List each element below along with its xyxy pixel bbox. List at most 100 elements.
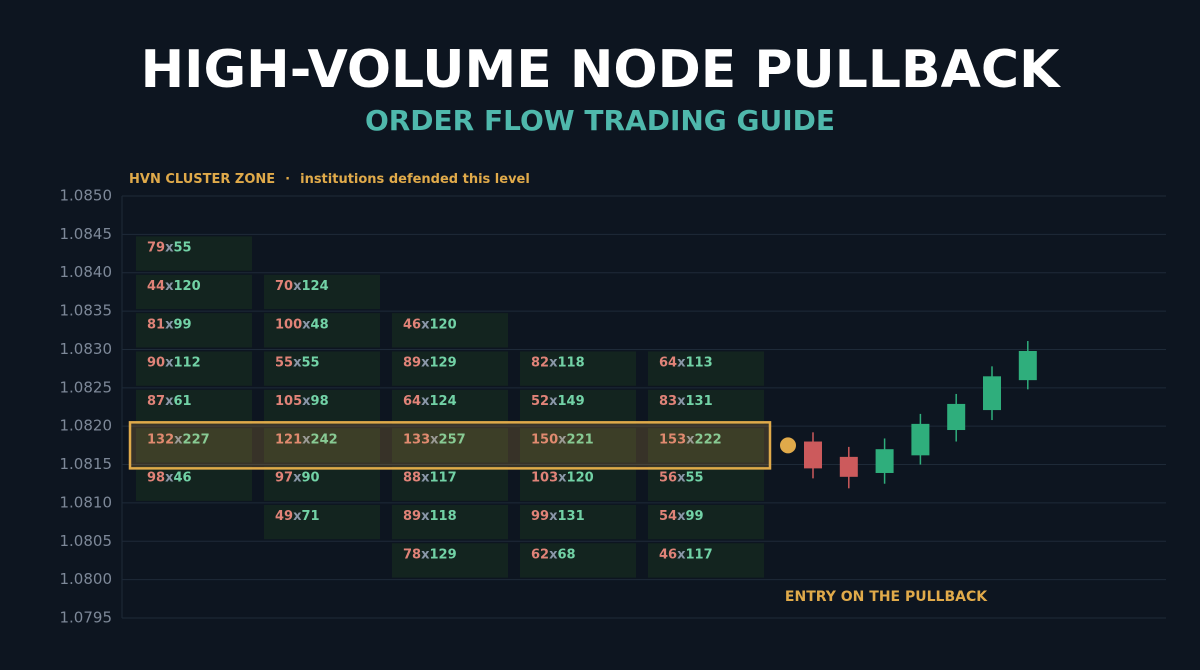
footprint-cell bbox=[392, 466, 508, 501]
zone-label: HVN CLUSTER ZONE bbox=[129, 172, 275, 187]
ask-volume: 118 bbox=[429, 509, 456, 524]
cell-separator: x bbox=[549, 509, 558, 524]
bid-volume: 83 bbox=[659, 394, 677, 409]
ask-volume: 113 bbox=[685, 355, 712, 370]
cell-text: 103x120 bbox=[531, 470, 594, 485]
cell-separator: x bbox=[302, 432, 311, 447]
cell-separator: x bbox=[293, 355, 302, 370]
cell-text: 133x257 bbox=[403, 432, 466, 447]
cell-text: 105x98 bbox=[275, 394, 329, 409]
hvn-zone bbox=[128, 421, 772, 470]
footprint-cell bbox=[648, 428, 764, 463]
y-tick-label: 1.0840 bbox=[60, 263, 113, 281]
bid-volume: 64 bbox=[659, 355, 677, 370]
footprint-cell bbox=[648, 389, 764, 425]
ask-volume: 129 bbox=[429, 355, 456, 370]
ask-volume: 55 bbox=[301, 355, 319, 370]
footprint-cell bbox=[264, 351, 380, 386]
bid-volume: 55 bbox=[275, 355, 293, 370]
cell-separator: x bbox=[430, 432, 439, 447]
candle-body bbox=[839, 456, 858, 477]
bid-volume: 98 bbox=[147, 470, 165, 485]
footprint-cell bbox=[264, 389, 380, 425]
cell-text: 64x124 bbox=[403, 394, 457, 409]
ask-volume: 124 bbox=[429, 394, 456, 409]
cell-separator: x bbox=[165, 355, 174, 370]
y-tick-label: 1.0815 bbox=[60, 455, 113, 473]
bid-volume: 89 bbox=[403, 355, 421, 370]
ask-volume: 117 bbox=[685, 547, 712, 562]
ask-volume: 242 bbox=[311, 432, 338, 447]
y-tick-label: 1.0805 bbox=[60, 532, 113, 550]
bid-volume: 103 bbox=[531, 470, 558, 485]
cell-text: 82x118 bbox=[531, 355, 585, 370]
ask-volume: 120 bbox=[567, 470, 594, 485]
bid-volume: 99 bbox=[531, 509, 549, 524]
cell-separator: x bbox=[558, 470, 567, 485]
ask-volume: 131 bbox=[685, 394, 712, 409]
cell-text: 46x120 bbox=[403, 317, 457, 332]
bid-volume: 54 bbox=[659, 509, 677, 524]
cell-text: 90x112 bbox=[147, 355, 201, 370]
cell-text: 89x129 bbox=[403, 355, 457, 370]
cell-text: 97x90 bbox=[275, 470, 320, 485]
bid-volume: 100 bbox=[275, 317, 302, 332]
cell-separator: x bbox=[165, 394, 174, 409]
candle-body bbox=[911, 423, 930, 456]
footprint-cell bbox=[648, 504, 764, 540]
bid-volume: 78 bbox=[403, 547, 421, 562]
cell-text: 89x118 bbox=[403, 509, 457, 524]
cell-text: 46x117 bbox=[659, 547, 713, 562]
y-tick-label: 1.0845 bbox=[60, 225, 113, 243]
bid-volume: 132 bbox=[147, 432, 174, 447]
ask-volume: 99 bbox=[173, 317, 191, 332]
cell-separator: x bbox=[677, 470, 686, 485]
chart-subtitle: ORDER FLOW TRADING GUIDE bbox=[365, 104, 835, 137]
bid-volume: 49 bbox=[275, 509, 293, 524]
cell-separator: x bbox=[558, 432, 567, 447]
footprint-cell bbox=[136, 428, 252, 463]
cell-text: 121x242 bbox=[275, 432, 338, 447]
bid-volume: 90 bbox=[147, 355, 165, 370]
candle-body bbox=[1018, 350, 1037, 381]
cell-text: 99x131 bbox=[531, 509, 585, 524]
ask-volume: 129 bbox=[429, 547, 456, 562]
cell-separator: x bbox=[421, 509, 430, 524]
footprint-cell bbox=[520, 466, 636, 501]
ask-volume: 71 bbox=[301, 509, 319, 524]
bid-volume: 44 bbox=[147, 278, 165, 293]
ask-volume: 221 bbox=[567, 432, 594, 447]
cell-separator: x bbox=[549, 394, 558, 409]
cell-separator: x bbox=[677, 547, 686, 562]
zone-note: institutions defended this level bbox=[300, 172, 530, 187]
footprint-cell bbox=[136, 274, 252, 310]
cell-text: 88x117 bbox=[403, 470, 457, 485]
cell-text: 44x120 bbox=[147, 278, 201, 293]
footprint-cell bbox=[392, 351, 508, 386]
bid-volume: 81 bbox=[147, 317, 165, 332]
cell-text: 54x99 bbox=[659, 509, 704, 524]
footprint-cell bbox=[648, 351, 764, 386]
bid-volume: 46 bbox=[403, 317, 421, 332]
ask-volume: 222 bbox=[695, 432, 722, 447]
cell-text: 153x222 bbox=[659, 432, 722, 447]
ask-volume: 112 bbox=[173, 355, 200, 370]
ask-volume: 124 bbox=[301, 278, 328, 293]
ask-volume: 90 bbox=[301, 470, 319, 485]
chart-title: HIGH-VOLUME NODE PULLBACK bbox=[141, 40, 1061, 100]
cell-text: 81x99 bbox=[147, 317, 192, 332]
footprint-cell bbox=[264, 504, 380, 540]
ask-volume: 46 bbox=[173, 470, 191, 485]
y-tick-label: 1.0825 bbox=[60, 378, 113, 396]
cell-separator: x bbox=[293, 278, 302, 293]
cell-text: 100x48 bbox=[275, 317, 329, 332]
cell-text: 79x55 bbox=[147, 240, 192, 255]
y-tick-label: 1.0830 bbox=[60, 340, 113, 358]
footprint-cell bbox=[648, 543, 764, 578]
ask-volume: 98 bbox=[311, 394, 329, 409]
footprint-cell bbox=[264, 313, 380, 348]
bid-volume: 121 bbox=[275, 432, 302, 447]
zone-separator: · bbox=[285, 172, 290, 187]
cell-separator: x bbox=[302, 317, 311, 332]
